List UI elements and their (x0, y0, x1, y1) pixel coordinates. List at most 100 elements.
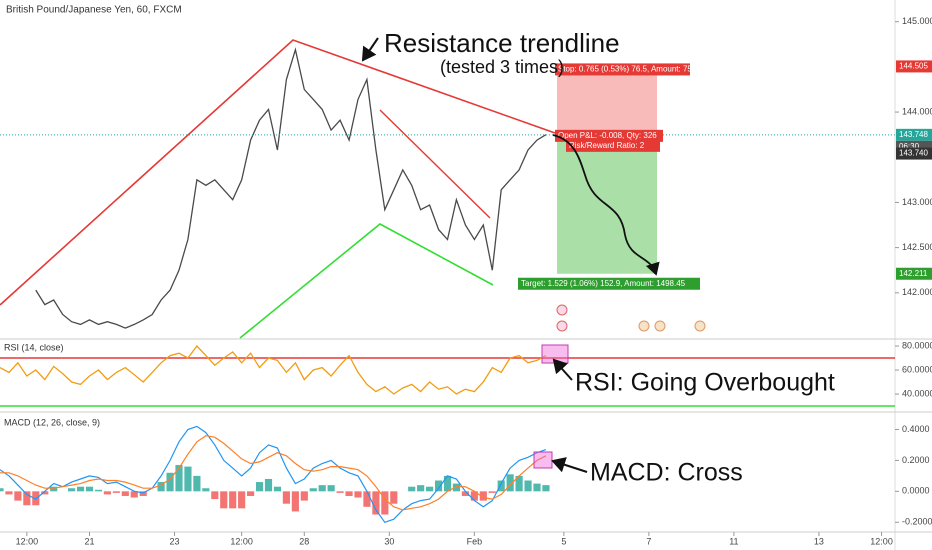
x-tick-label: 7 (646, 536, 651, 546)
x-tick-label: 11 (729, 536, 738, 546)
histogram-bar (130, 491, 138, 498)
histogram-bar (506, 474, 514, 492)
annotation: (tested 3 times) (440, 57, 564, 77)
x-tick-label: 12:00 (16, 536, 39, 546)
price-line (0, 344, 547, 395)
stop-zone (557, 66, 657, 135)
histogram-bar (408, 486, 416, 492)
last-price-tag: 143.740 (899, 149, 928, 158)
histogram-bar (121, 491, 129, 496)
pane-title: RSI (14, close) (4, 342, 64, 352)
y-tick-label: 145.000 (902, 16, 932, 26)
target-label: Target: 1.529 (1.06%) 152.9, Amount: 149… (521, 279, 686, 288)
entry-price-tag: 143.748 (899, 130, 928, 139)
stop-label: Stop: 0.765 (0.53%) 76.5, Amount: 750.61 (558, 65, 708, 74)
y-tick-label: 80.0000 (902, 340, 932, 350)
entry-price-tag-box (896, 128, 932, 141)
pnl-label: Open P&L: -0.008, Qty: 326 (558, 131, 657, 140)
histogram-bar (76, 486, 85, 492)
histogram-bar (85, 486, 94, 492)
histogram-bar (112, 491, 120, 493)
x-tick-label: 12:00 (870, 536, 893, 546)
annotation-arrow (551, 457, 588, 473)
histogram-bar (220, 491, 228, 509)
histogram-bar (372, 491, 380, 515)
histogram-bar (14, 491, 22, 501)
histogram-bar (41, 491, 49, 495)
histogram-bar (291, 491, 299, 512)
annotation-arrow (361, 37, 379, 62)
target-label-box (518, 277, 700, 290)
event-icon (556, 304, 568, 316)
histogram-bar (470, 491, 478, 501)
stop-label-box (555, 63, 690, 76)
histogram-bar (479, 491, 487, 501)
x-tick-label: 13 (814, 536, 824, 546)
y-tick-label: -0.2000 (902, 517, 932, 527)
x-tick-label: 28 (299, 536, 309, 546)
histogram-bar (300, 491, 308, 501)
histogram-bar (381, 491, 389, 515)
histogram-bar (354, 491, 362, 498)
pane-title: MACD (12, 26, close, 9) (4, 417, 100, 427)
y-tick-label: 0.4000 (902, 424, 930, 434)
support-line (239, 223, 494, 339)
histogram-bar (23, 491, 31, 506)
chart-title: British Pound/Japanese Yen, 60, FXCM (6, 5, 182, 16)
histogram-bar (229, 491, 237, 509)
stop-price-tag-box (896, 60, 932, 73)
histogram-bar (273, 486, 282, 492)
annotation: Resistance trendline (384, 28, 620, 58)
histogram-bar (50, 486, 58, 492)
histogram-bar (0, 488, 4, 492)
histogram-bar (488, 491, 496, 493)
histogram-bar (524, 480, 532, 492)
histogram-bar (345, 491, 353, 496)
ratio-label-box (566, 139, 660, 152)
price-line (35, 47, 547, 329)
histogram-bar (5, 491, 13, 495)
target-price-tag: 142.211 (899, 269, 928, 278)
histogram-bar (238, 491, 246, 509)
y-tick-label: 0.2000 (902, 455, 930, 465)
histogram-bar (542, 485, 550, 492)
histogram-bar (497, 480, 505, 492)
histogram-bar (363, 491, 371, 507)
y-tick-label: 0.0000 (902, 486, 930, 496)
event-icon (654, 320, 666, 332)
histogram-bar (255, 482, 264, 492)
y-tick-label: 142.500 (902, 242, 932, 252)
histogram-bar (139, 491, 147, 496)
event-icon (694, 320, 706, 332)
x-tick-label: Feb (467, 536, 483, 546)
y-tick-label: 143.000 (902, 197, 932, 207)
histogram-bar (175, 465, 183, 492)
histogram-bar (390, 491, 398, 504)
annotation: MACD: Cross (590, 459, 743, 487)
event-icon (638, 320, 650, 332)
histogram-bar (103, 491, 111, 495)
macd-line (0, 435, 547, 511)
histogram-bar (434, 480, 443, 492)
histogram-bar (211, 491, 219, 500)
projection-arrow (552, 134, 660, 276)
x-tick-label: 23 (170, 536, 180, 546)
annotation: RSI: Going Overbought (575, 369, 835, 397)
y-tick-label: 144.000 (902, 106, 932, 116)
pnl-label-box (555, 129, 663, 142)
last-price-tag-box (896, 147, 932, 160)
channel-line (379, 109, 491, 219)
histogram-bar (247, 491, 255, 496)
x-tick-label: 21 (84, 536, 94, 546)
x-tick-label: 12:00 (230, 536, 253, 546)
annotation-arrow (552, 358, 573, 381)
histogram-bar (202, 488, 210, 492)
histogram-bar (157, 482, 165, 492)
histogram-bar (417, 485, 425, 492)
y-tick-label: 40.0000 (902, 388, 932, 398)
histogram-bar (452, 483, 461, 492)
resistance-trendline (0, 39, 556, 306)
histogram-bar (166, 472, 174, 492)
